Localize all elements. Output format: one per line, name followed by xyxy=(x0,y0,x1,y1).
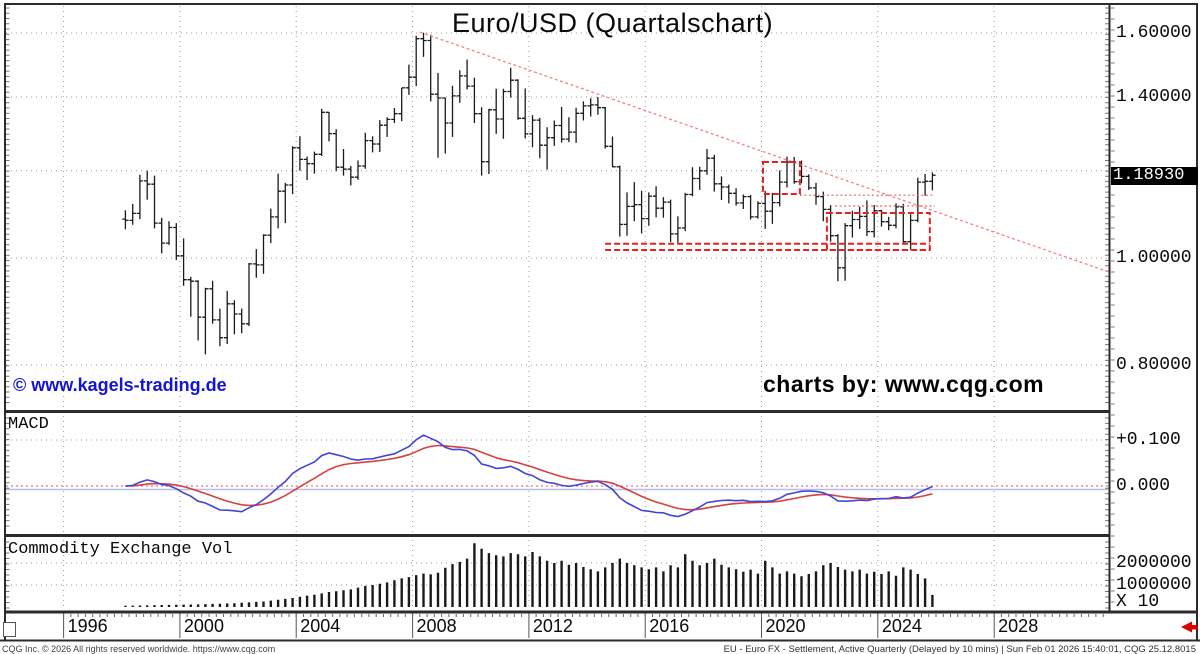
watermark-kagels-trading: © www.kagels-trading.de xyxy=(13,375,227,395)
macd-right-ruler xyxy=(1105,417,1109,527)
macd-left-ruler xyxy=(5,417,10,527)
panel-borders xyxy=(0,3,1200,642)
resistance-box-2020 xyxy=(762,161,801,195)
quarter-ticks xyxy=(63,614,1104,617)
vol-right-ruler xyxy=(1105,541,1109,609)
volume-bars xyxy=(124,543,934,607)
price-axis-label: 1.40000 xyxy=(1116,86,1192,107)
year-label-2024: 2024 xyxy=(881,616,922,636)
downtrend-line xyxy=(419,31,1110,273)
main-left-ruler xyxy=(5,7,10,403)
volume-axis-label: 2000000 xyxy=(1116,553,1192,573)
volume-panel-label: Commodity Exchange Vol xyxy=(8,540,233,559)
year-label-2028: 2028 xyxy=(998,616,1039,636)
price-axis-label: 1.60000 xyxy=(1116,23,1192,43)
volume-multiplier-label: X 10 xyxy=(1116,592,1160,612)
year-label-1996: 1996 xyxy=(67,616,108,636)
price-axis-label: 0.80000 xyxy=(1116,355,1192,376)
year-label-2020: 2020 xyxy=(765,616,806,636)
main-right-ruler xyxy=(1105,7,1109,403)
year-label-2008: 2008 xyxy=(416,616,457,636)
chart-title: Euro/USD (Quartalschart) xyxy=(452,8,774,38)
price-axis-label: 1.00000 xyxy=(1116,248,1192,269)
year-label-2000: 2000 xyxy=(183,616,224,636)
macd-axis-label: 0.000 xyxy=(1116,476,1171,496)
panel-separators xyxy=(4,410,1198,614)
price-axis-ticks xyxy=(1111,7,1115,603)
macd-signal-line xyxy=(125,444,933,511)
macd-line xyxy=(125,434,933,518)
ohlc-price-bars xyxy=(122,32,936,355)
year-label-2012: 2012 xyxy=(532,616,573,636)
watermark-cqg: charts by: www.cqg.com xyxy=(763,371,1045,397)
macd-panel-label: MACD xyxy=(8,415,49,434)
status-copyright: CQG Inc. © 2026 All rights reserved worl… xyxy=(2,644,276,654)
current-price-badge: 1.18930 xyxy=(1111,167,1198,185)
scroll-left-arrow-icon[interactable] xyxy=(1181,621,1198,633)
volume-axis-label: 1000000 xyxy=(1116,575,1192,595)
status-contract-info: EU - Euro FX - Settlement, Active Quarte… xyxy=(723,644,1196,654)
series-selector-box[interactable] xyxy=(3,622,16,637)
year-label-2004: 2004 xyxy=(300,616,341,636)
year-label-2016: 2016 xyxy=(649,616,690,636)
macd-axis-label: +0.100 xyxy=(1116,430,1181,450)
vol-left-ruler xyxy=(5,541,10,609)
